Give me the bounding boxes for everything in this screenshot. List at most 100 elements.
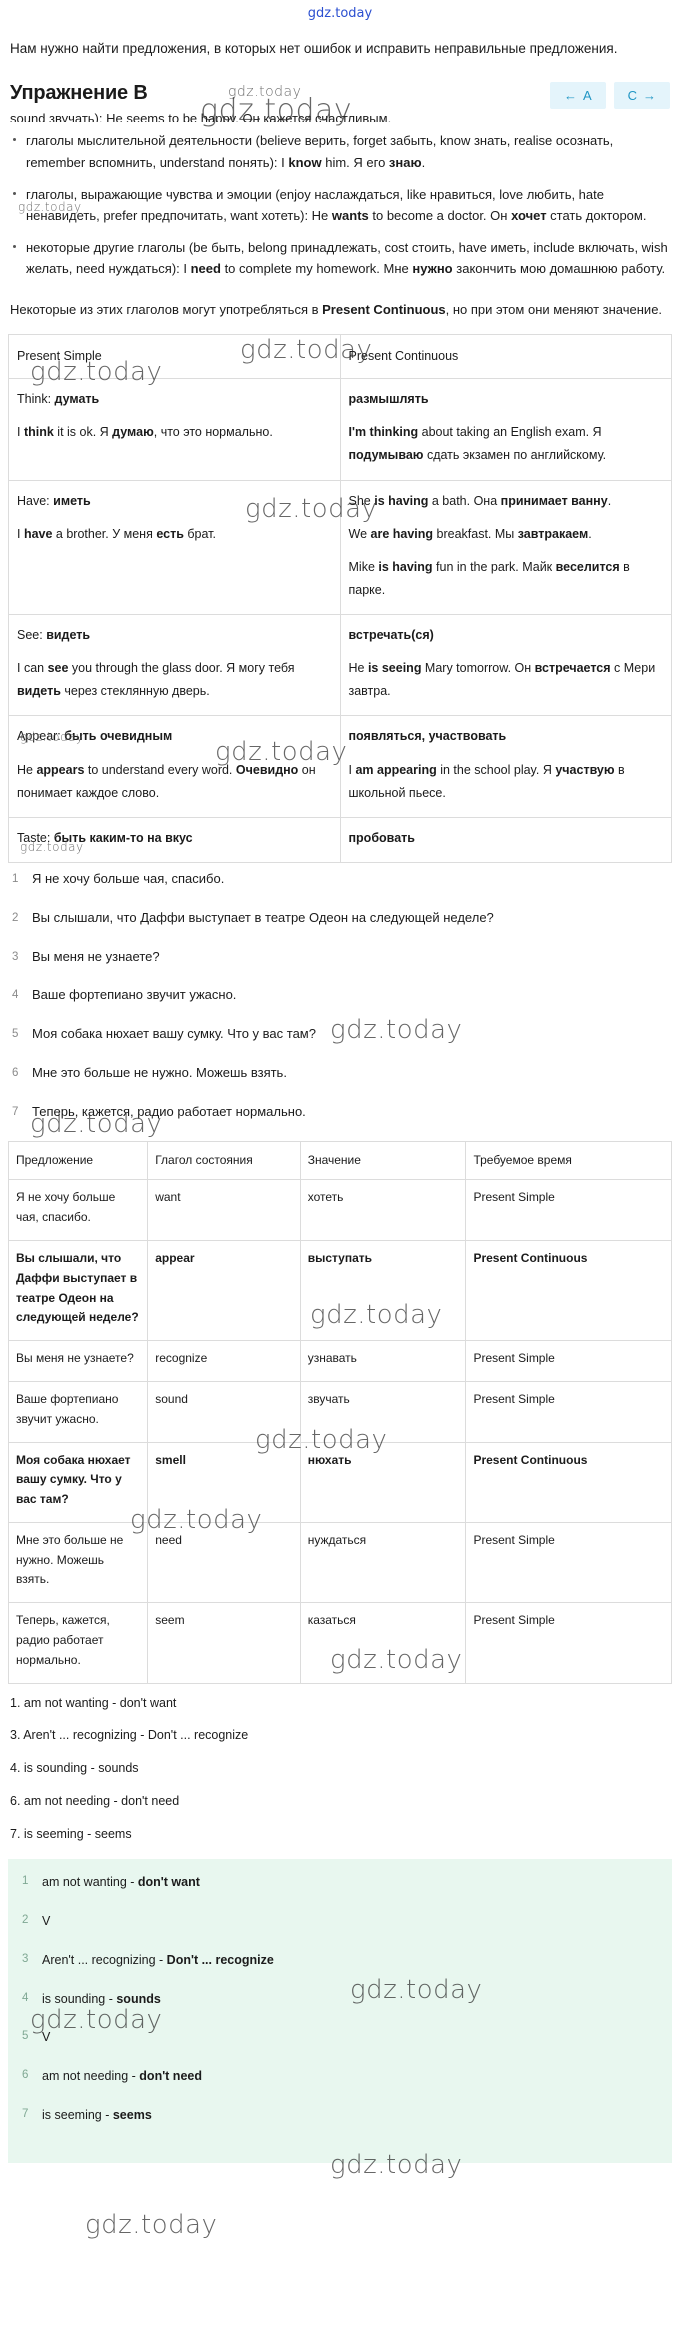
- table-row: Я не хочу больше чая, спасибо. want хотеть…: [7, 1179, 672, 1241]
- emphasis-text: is having: [374, 493, 429, 508]
- plain-text: fun in the park. Майк: [432, 559, 556, 574]
- emphasis-text: размышлять: [348, 392, 429, 407]
- rule-text: глаголы, выражающие чувства и эмоции (en…: [26, 186, 604, 223]
- col-stative-verb: Глагол состояния: [147, 1140, 301, 1181]
- plain-text: Appear:: [17, 729, 65, 744]
- plain-text: about taking an English exam. Я: [418, 425, 602, 440]
- answer-number: 1: [22, 1875, 29, 1888]
- table-cell: Мне это больше не нужно. Можешь взять.: [7, 1521, 149, 1604]
- tense-example: I can see you through the glass door. Я …: [17, 657, 332, 703]
- table-cell: нюхать: [299, 1441, 467, 1523]
- answer-text: am not wanting -: [42, 1875, 138, 1890]
- note-paragraph: Некоторые из этих глаголов могут употреб…: [10, 297, 670, 322]
- tense-example: I am appearing in the school play. Я уча…: [349, 759, 664, 805]
- rule-text: стать доктором.: [546, 207, 647, 223]
- table-cell: seem: [147, 1602, 301, 1684]
- rule-verb: know: [288, 154, 322, 170]
- plain-answer-item: 4. is sounding - sounds: [10, 1761, 139, 1776]
- answer-correction: seems: [112, 2107, 152, 2122]
- tense-example: пробовать: [349, 827, 664, 850]
- tense-cell: появляться, участвовать I am appearing in…: [339, 715, 672, 818]
- table-cell: Present Simple: [465, 1521, 672, 1604]
- tense-example: She is having a bath. Она принимает ванн…: [349, 490, 664, 513]
- tense-example: I'm thinking about taking an English exa…: [349, 421, 664, 467]
- plain-text: He: [17, 762, 37, 777]
- note-before: Некоторые из этих глаголов могут употреб…: [10, 301, 323, 317]
- plain-text: in the school play. Я: [436, 762, 556, 777]
- prev-exercise-button[interactable]: ← A: [549, 82, 606, 110]
- table-cell: казаться: [299, 1602, 467, 1684]
- list-item: Теперь, кажется, радио работает нормальн…: [12, 1103, 306, 1121]
- plain-text: брат.: [183, 526, 216, 541]
- page-title: Упражнение B: [10, 82, 148, 105]
- col-sentence: Предложение: [7, 1140, 149, 1181]
- plain-text: a bath. Она: [428, 493, 501, 508]
- site-logo: gdz.today: [307, 6, 373, 21]
- table-cell: Ваше фортепиано звучит ужасно.: [7, 1380, 149, 1443]
- rule-translation: знаю: [388, 154, 422, 170]
- rule-item: некоторые другие глаголы (be быть, belon…: [10, 237, 670, 279]
- table-cell: нуждаться: [299, 1521, 467, 1604]
- emphasis-text: встречать(ся): [348, 628, 434, 643]
- table-cell: appear: [147, 1239, 301, 1342]
- rule-translation: хочет: [511, 207, 547, 223]
- plain-text: See:: [17, 628, 47, 643]
- arrow-left-icon: ←: [563, 88, 577, 104]
- answer-text: V: [42, 1914, 51, 1929]
- tense-cell: размышлять I'm thinking about taking an E…: [339, 378, 672, 481]
- plain-text: it is ok. Я: [53, 425, 113, 440]
- emphasis-text: видеть: [46, 628, 91, 643]
- tense-comparison-table: Present Simple Present Continuous Think:…: [8, 334, 672, 863]
- watermark: gdz.today: [85, 2210, 218, 2240]
- plain-answer-item: 7. is seeming - seems: [10, 1826, 132, 1841]
- answer-number: 4: [22, 1991, 29, 2004]
- table-cell: хотеть: [299, 1179, 467, 1241]
- tense-example: размышлять: [349, 388, 664, 411]
- table-cell: Present Continuous: [465, 1239, 672, 1342]
- emphasis-text: am appearing: [355, 762, 437, 777]
- tense-cell: Appear: быть очевидным He appears to unde…: [8, 715, 341, 818]
- plain-text: He: [348, 661, 368, 676]
- emphasis-text: иметь: [53, 493, 91, 508]
- table-cell: Вы меня не узнаете?: [7, 1340, 149, 1382]
- plain-text: Mary tomorrow. Он: [421, 661, 535, 676]
- tense-example: See: видеть: [17, 624, 332, 647]
- tense-example: встречать(ся): [349, 624, 664, 647]
- answers-header-row: Предложение Глагол состояния Значение Тр…: [7, 1140, 672, 1181]
- answer-text: am not needing -: [42, 2069, 140, 2084]
- tense-example: Think: думать: [17, 388, 332, 411]
- table-row: Мне это больше не нужно. Можешь взять. ne…: [7, 1521, 672, 1604]
- next-exercise-button[interactable]: C →: [613, 82, 670, 110]
- answers-analysis-table: Предложение Глагол состояния Значение Тр…: [7, 1140, 672, 1684]
- plain-text: a brother. У меня: [52, 526, 157, 541]
- emphasis-text: быть очевидным: [64, 729, 173, 744]
- rule-text: закончить мою домашнюю работу.: [452, 260, 666, 276]
- table-row: Моя собака нюхает вашу сумку. Что у вас …: [7, 1441, 672, 1523]
- plain-text: Have:: [17, 493, 54, 508]
- list-item: Вы слышали, что Даффи выступает в театре…: [12, 909, 494, 927]
- answer-number: 3: [22, 1952, 29, 1965]
- answer-number: 6: [22, 2069, 29, 2082]
- emphasis-text: I'm thinking: [348, 425, 419, 440]
- document-page: gdz.today Нам нужно найти предложения, в…: [0, 0, 680, 2163]
- prev-exercise-label: A: [582, 88, 592, 104]
- answer-number: 5: [22, 2030, 29, 2043]
- answer-text: is seeming -: [42, 2107, 113, 2122]
- plain-text: to understand every word.: [84, 762, 236, 777]
- plain-text: She: [348, 493, 375, 508]
- plain-text: сдать экзамен по английскому.: [423, 448, 607, 463]
- emphasis-text: думаю: [112, 425, 154, 440]
- rule-translation: нужно: [412, 260, 453, 276]
- rule-text: him. Я его: [321, 154, 389, 170]
- plain-text: breakfast. Мы: [433, 526, 518, 541]
- emphasis-text: see: [47, 661, 69, 676]
- tense-cell: Taste: быть каким-то на вкус: [8, 816, 341, 863]
- rule-verb: need: [190, 260, 221, 276]
- emphasis-text: Очевидно: [235, 762, 299, 777]
- answer-correction: don't need: [139, 2069, 202, 2084]
- col-present-simple: Present Simple: [8, 334, 341, 380]
- tense-example: появляться, участвовать: [349, 725, 664, 748]
- table-row: Appear: быть очевидным He appears to unde…: [8, 715, 672, 818]
- plain-text: Taste:: [17, 830, 54, 845]
